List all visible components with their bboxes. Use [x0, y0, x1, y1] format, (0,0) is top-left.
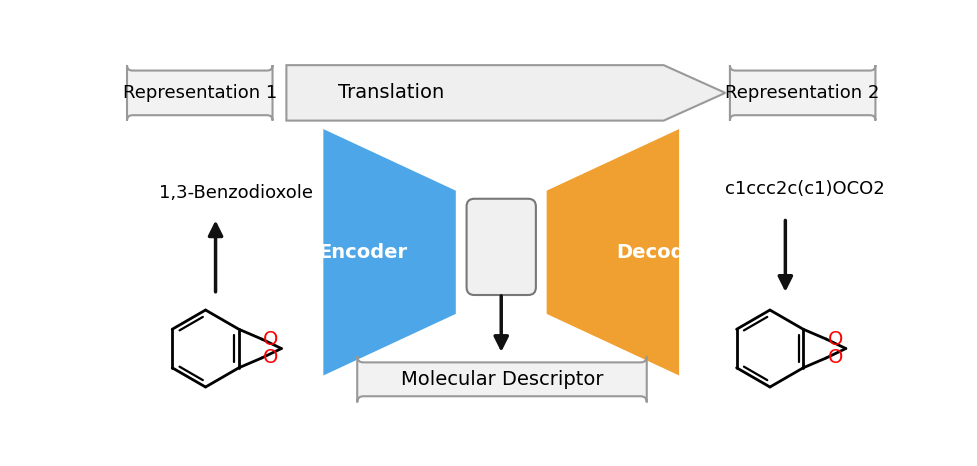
Polygon shape [546, 129, 678, 376]
Text: O: O [827, 329, 842, 349]
Text: O: O [263, 349, 278, 368]
Text: Representation 1: Representation 1 [122, 84, 276, 102]
Text: O: O [827, 349, 842, 368]
Text: 1,3-Benzodioxole: 1,3-Benzodioxole [159, 184, 313, 202]
Text: Translation: Translation [338, 83, 445, 103]
Text: c1ccc2c(c1)OCO2: c1ccc2c(c1)OCO2 [725, 180, 884, 199]
Text: Decoder: Decoder [616, 243, 706, 262]
Text: Encoder: Encoder [319, 243, 407, 262]
FancyBboxPatch shape [357, 356, 646, 403]
Text: Representation 2: Representation 2 [725, 84, 879, 102]
FancyBboxPatch shape [127, 65, 273, 121]
Polygon shape [323, 129, 455, 376]
Polygon shape [286, 65, 725, 121]
Text: Molecular Descriptor: Molecular Descriptor [401, 370, 603, 389]
Text: O: O [263, 329, 278, 349]
FancyBboxPatch shape [466, 199, 535, 295]
FancyBboxPatch shape [729, 65, 874, 121]
